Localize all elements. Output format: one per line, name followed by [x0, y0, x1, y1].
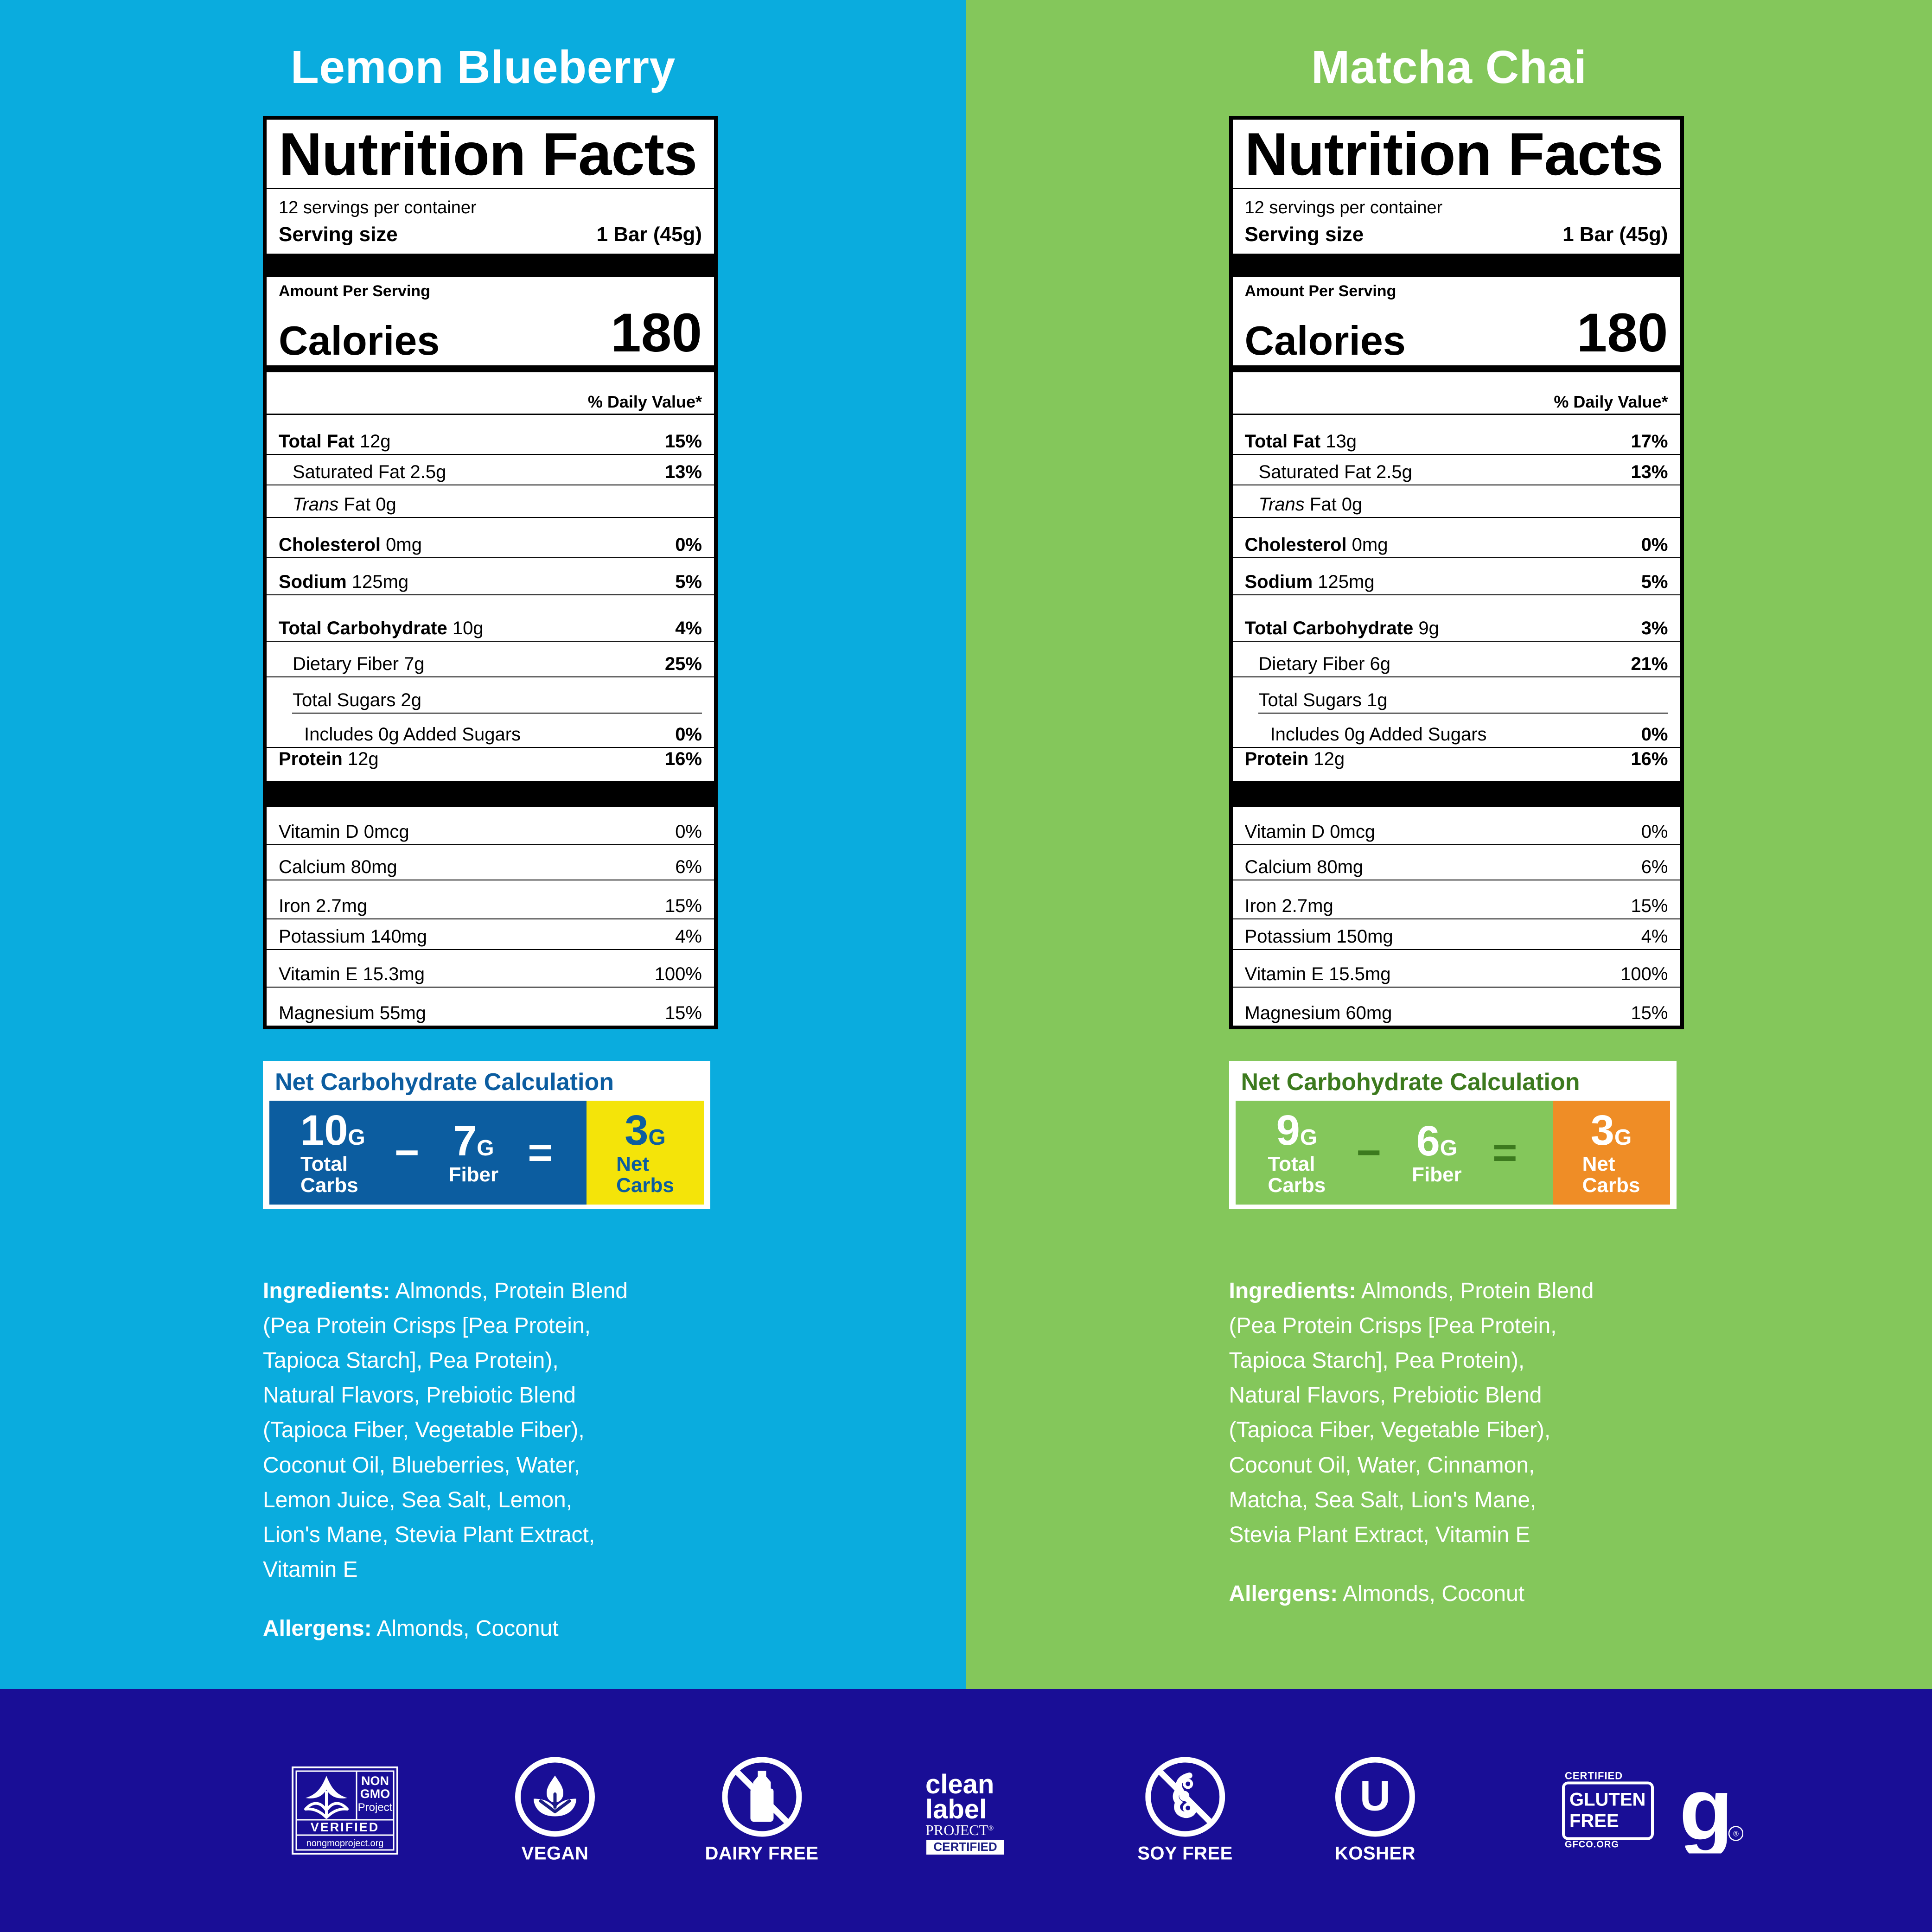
svg-text:label: label: [925, 1794, 987, 1824]
svg-text:PROJECT®: PROJECT®: [925, 1822, 994, 1838]
svg-text:Project: Project: [358, 1801, 393, 1814]
svg-text:nongmoproject.org: nongmoproject.org: [306, 1838, 384, 1849]
svg-text:NON: NON: [361, 1774, 389, 1788]
svg-text:CERTIFIED: CERTIFIED: [1565, 1770, 1623, 1782]
svg-text:GMO: GMO: [360, 1787, 390, 1801]
svg-text:U: U: [1360, 1773, 1390, 1820]
svg-text:VERIFIED: VERIFIED: [311, 1820, 380, 1834]
svg-text:GFCO.ORG: GFCO.ORG: [1565, 1840, 1619, 1850]
svg-text:g: g: [1679, 1768, 1733, 1854]
svg-text:FREE: FREE: [1569, 1811, 1619, 1831]
svg-text:®: ®: [1733, 1830, 1739, 1838]
svg-text:CERTIFIED: CERTIFIED: [933, 1840, 997, 1854]
svg-text:GLUTEN: GLUTEN: [1569, 1790, 1645, 1810]
